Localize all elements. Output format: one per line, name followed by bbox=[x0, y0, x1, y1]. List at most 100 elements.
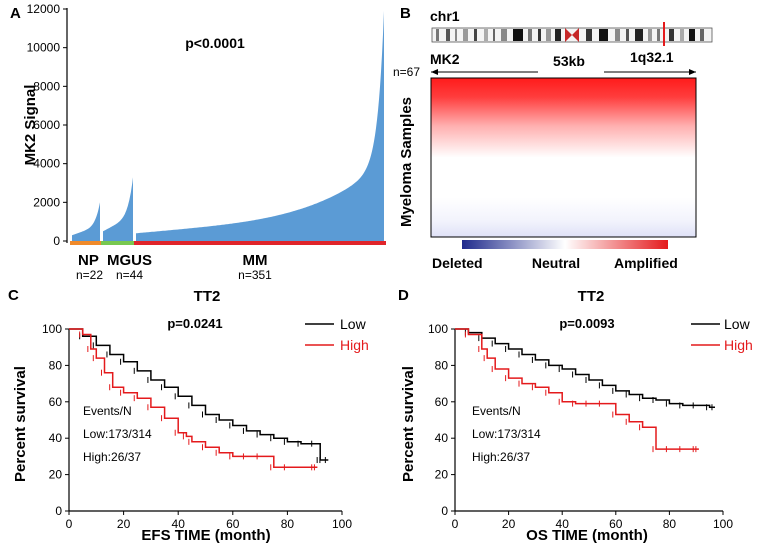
legend-neutral: Neutral bbox=[532, 255, 580, 271]
signal-bars-mm bbox=[136, 10, 384, 242]
panel-c-ticks: 0 20 40 60 80 100 0 20 40 60 80 100 bbox=[42, 322, 352, 531]
chromosome-band bbox=[484, 29, 488, 41]
group-n-mgus: n=44 bbox=[116, 268, 143, 282]
x-tick-label: 80 bbox=[663, 517, 677, 531]
cnv-color-scale bbox=[462, 240, 668, 249]
panel-a-group-bars bbox=[70, 241, 386, 245]
chromosome-band bbox=[599, 29, 608, 41]
km-curve-high bbox=[455, 328, 699, 450]
y-tick-label: 10000 bbox=[27, 41, 61, 55]
y-tick-label: 100 bbox=[428, 322, 448, 336]
x-tick-label: 0 bbox=[452, 517, 459, 531]
gene-label: MK2 bbox=[430, 51, 460, 67]
panel-d-curves bbox=[455, 328, 715, 453]
chromosome-band bbox=[538, 29, 541, 41]
centromere-left bbox=[565, 28, 572, 42]
x-tick-label: 20 bbox=[117, 517, 131, 531]
chromosome-band bbox=[615, 29, 620, 41]
panel-c-curves bbox=[69, 328, 329, 471]
x-tick-label: 20 bbox=[502, 517, 516, 531]
y-tick-label: 0 bbox=[441, 504, 448, 518]
km-curve-low bbox=[69, 328, 329, 461]
panel-c-legend-low: Low bbox=[340, 316, 367, 332]
chromosome-band bbox=[700, 29, 704, 41]
panel-c-events-header: Events/N bbox=[83, 404, 132, 418]
panel-c-events-high: High:26/37 bbox=[83, 450, 141, 464]
chromosome-band bbox=[436, 29, 439, 41]
chromosome-bands bbox=[436, 29, 704, 41]
panel-a-y-ticks: 0 2000 4000 6000 8000 10000 12000 bbox=[27, 2, 67, 248]
panel-b-ylabel: Myeloma Samples bbox=[398, 97, 415, 227]
centromere-right bbox=[572, 28, 579, 42]
x-tick-label: 80 bbox=[281, 517, 295, 531]
y-tick-label: 100 bbox=[42, 322, 62, 336]
chromosome-band bbox=[657, 29, 660, 41]
chromosome-band bbox=[493, 29, 495, 41]
x-tick-label: 0 bbox=[66, 517, 73, 531]
x-tick-label: 60 bbox=[609, 517, 623, 531]
panel-c-letter: C bbox=[8, 287, 19, 304]
chromosome-band bbox=[635, 29, 643, 41]
y-tick-label: 80 bbox=[49, 358, 63, 372]
panel-d-pvalue: p=0.0093 bbox=[559, 316, 614, 331]
y-tick-label: 40 bbox=[49, 431, 63, 445]
panel-d-legend-high: High bbox=[724, 337, 753, 353]
panel-a-bars bbox=[72, 10, 384, 242]
cnv-heatmap bbox=[430, 77, 697, 238]
chromosome-band bbox=[648, 29, 652, 41]
panel-c-xlabel: EFS TIME (month) bbox=[141, 527, 270, 544]
y-tick-label: 80 bbox=[435, 358, 449, 372]
chromosome-band bbox=[586, 29, 592, 41]
panel-b-letter: B bbox=[400, 5, 411, 22]
y-tick-label: 0 bbox=[55, 504, 62, 518]
panel-a-letter: A bbox=[10, 5, 21, 22]
chromosome-band bbox=[455, 29, 457, 41]
panel-c-title: TT2 bbox=[194, 288, 221, 305]
span-arrowhead-right bbox=[689, 69, 696, 75]
chromosome-band bbox=[513, 29, 523, 41]
y-tick-label: 8000 bbox=[33, 79, 60, 93]
group-label-mm: MM bbox=[243, 252, 268, 269]
y-tick-label: 2000 bbox=[33, 195, 60, 209]
km-curve-high bbox=[69, 328, 318, 469]
panel-d: D TT2 Percent survival OS TIME (month) 0… bbox=[398, 287, 753, 544]
chromosome-band bbox=[546, 29, 551, 41]
y-tick-label: 20 bbox=[49, 468, 63, 482]
x-tick-label: 60 bbox=[226, 517, 240, 531]
panel-d-ylabel: Percent survival bbox=[400, 366, 417, 482]
chromosome-ideogram bbox=[431, 22, 713, 46]
signal-bars-mgus bbox=[103, 177, 133, 241]
x-tick-label: 100 bbox=[713, 517, 733, 531]
sample-count: n=67 bbox=[393, 65, 420, 79]
panel-c-pvalue: p=0.0241 bbox=[167, 316, 222, 331]
panel-a: A MK2 Signal 0 2000 4000 6000 8000 10000 12000… bbox=[10, 2, 386, 282]
y-tick-label: 12000 bbox=[27, 2, 61, 16]
chromosome-label: chr1 bbox=[430, 8, 460, 24]
chromosome-band bbox=[689, 29, 695, 41]
group-bar-mgus bbox=[101, 241, 135, 245]
panel-d-legend-low: Low bbox=[724, 316, 751, 332]
x-tick-label: 40 bbox=[172, 517, 186, 531]
chromosome-band bbox=[446, 29, 450, 41]
panel-d-ticks: 0 20 40 60 80 100 0 20 40 60 80 100 bbox=[428, 322, 733, 531]
signal-bars-np bbox=[72, 202, 100, 241]
x-tick-label: 100 bbox=[332, 517, 352, 531]
y-tick-label: 60 bbox=[49, 395, 63, 409]
panel-c-legend-high: High bbox=[340, 337, 369, 353]
y-tick-label: 0 bbox=[53, 234, 60, 248]
y-tick-label: 6000 bbox=[33, 118, 60, 132]
band-label: 1q32.1 bbox=[630, 49, 674, 65]
chromosome-band bbox=[528, 29, 532, 41]
chromosome-band bbox=[626, 29, 629, 41]
km-curve-low bbox=[455, 328, 715, 409]
y-tick-label: 4000 bbox=[33, 157, 60, 171]
y-tick-label: 40 bbox=[435, 431, 449, 445]
panel-d-title: TT2 bbox=[578, 288, 605, 305]
group-n-mm: n=351 bbox=[238, 268, 272, 282]
legend-deleted: Deleted bbox=[432, 255, 483, 271]
panel-d-letter: D bbox=[398, 287, 409, 304]
panel-d-xlabel: OS TIME (month) bbox=[526, 527, 648, 544]
legend-amplified: Amplified bbox=[614, 255, 678, 271]
panel-a-pvalue: p<0.0001 bbox=[185, 35, 245, 51]
panel-d-events-header: Events/N bbox=[472, 404, 521, 418]
